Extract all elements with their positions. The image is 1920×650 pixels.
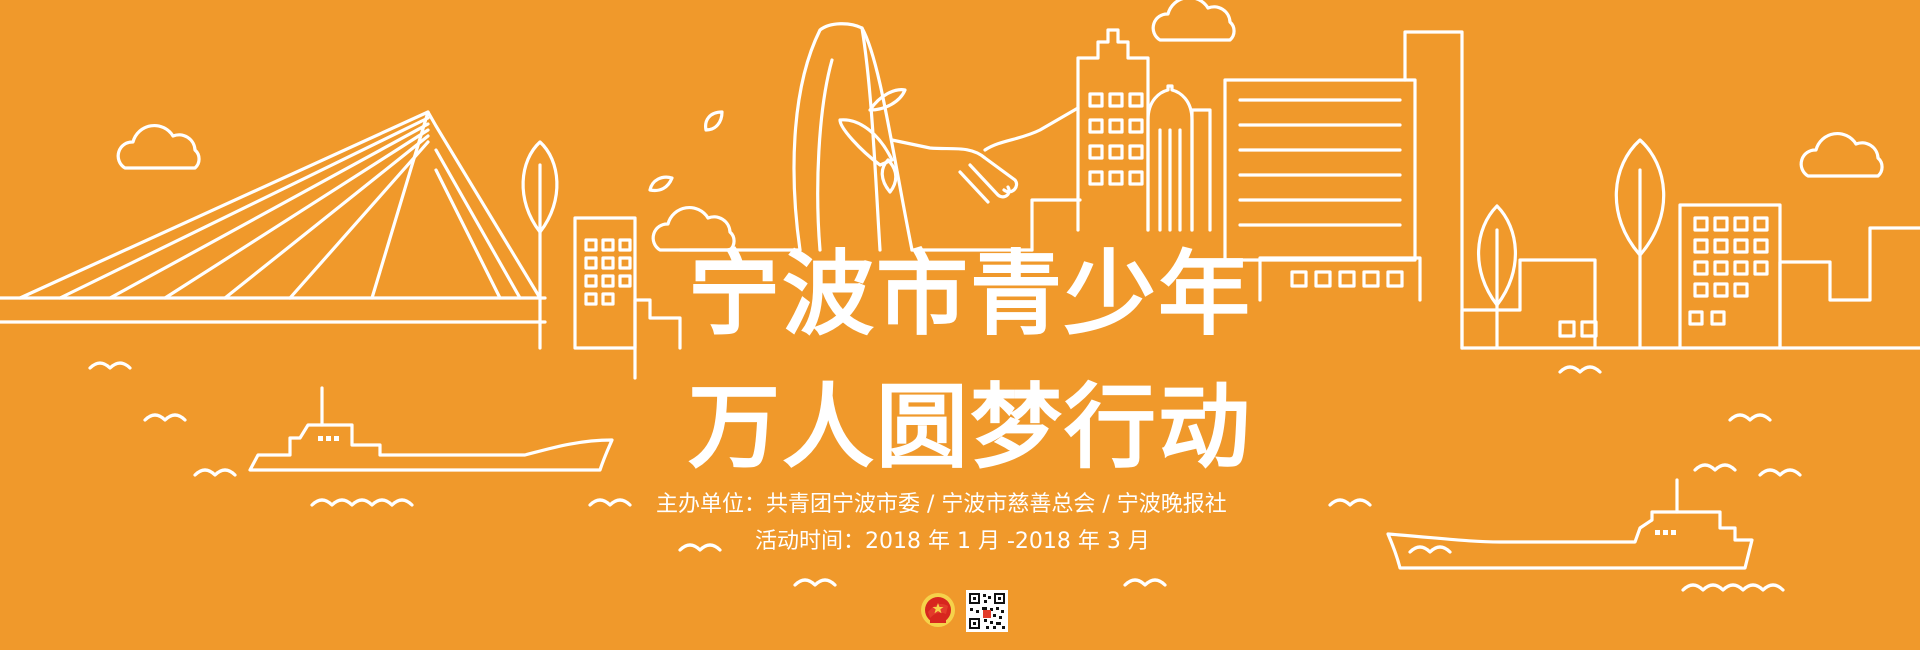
building: [1460, 203, 1920, 350]
qr-code-icon: [966, 590, 1008, 632]
building: [1146, 84, 1212, 232]
building: [1076, 28, 1150, 232]
cargo-ship: [1386, 478, 1754, 570]
building: [573, 216, 682, 380]
cable-stayed-bridge: [0, 110, 547, 324]
tree-icon: [1614, 138, 1666, 350]
waves: [88, 361, 1802, 592]
organizers-text: 主办单位：共青团宁波市委 / 宁波市慈善总会 / 宁波晚报社: [656, 492, 1227, 517]
leaf-icon: [648, 175, 674, 193]
cloud-icon: [1799, 131, 1884, 178]
leaf-icon: [838, 118, 894, 167]
building: [1223, 78, 1422, 302]
communist-youth-league-emblem-icon: [921, 593, 955, 627]
tree-icon: [1477, 204, 1517, 350]
leaf-icon: [704, 110, 724, 132]
curved-tower: [678, 22, 914, 252]
title-line-2: 万人圆梦行动: [687, 374, 1252, 481]
handshake-icon: [890, 106, 1082, 252]
cloud-icon: [116, 123, 201, 170]
activity-period-text: 活动时间：2018 年 1 月 -2018 年 3 月: [755, 529, 1150, 554]
leaf-icon: [868, 88, 907, 112]
leaf-icon: [880, 158, 898, 194]
title-line-1: 宁波市青少年: [687, 241, 1252, 348]
tree-icon: [521, 140, 559, 350]
cloud-icon: [651, 205, 736, 252]
cargo-ship: [248, 386, 614, 472]
cloud-icon: [1151, 0, 1236, 42]
